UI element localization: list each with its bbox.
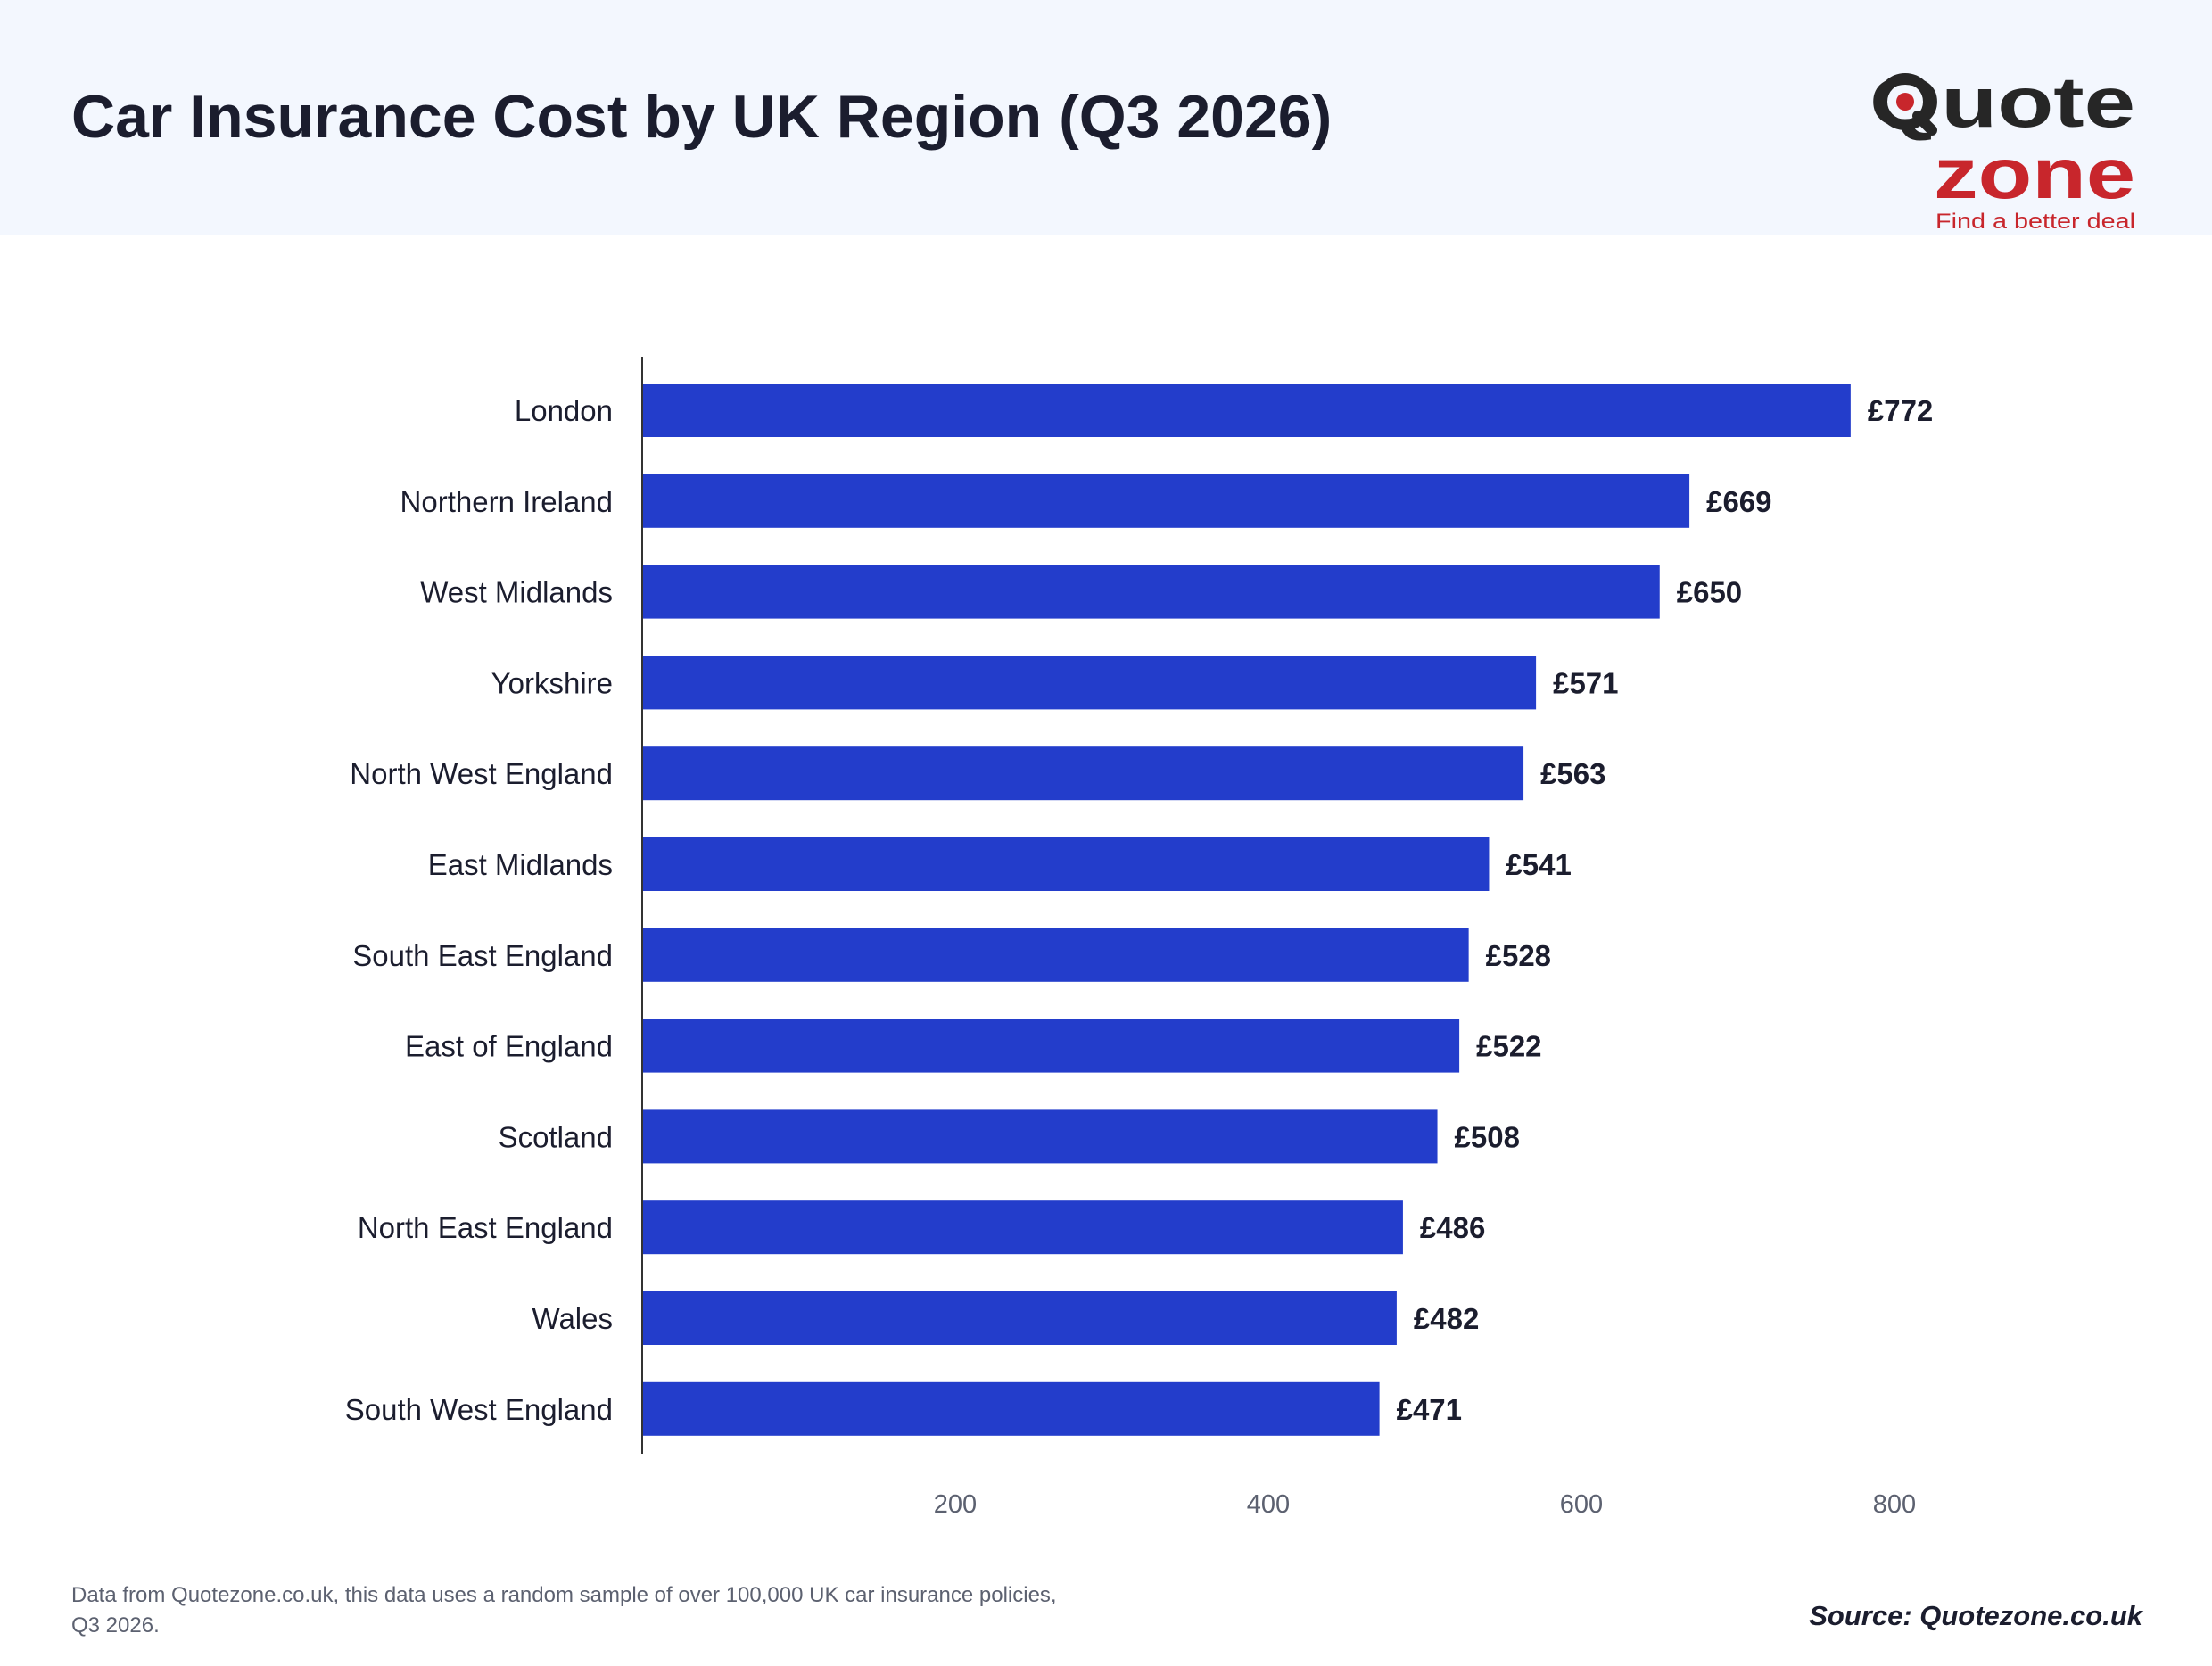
category-label-london: London bbox=[515, 394, 613, 427]
value-label-east-of-england: £522 bbox=[1476, 1030, 1541, 1063]
value-label-scotland: £508 bbox=[1455, 1120, 1520, 1153]
category-label-west-midlands: West Midlands bbox=[420, 576, 613, 609]
bar-east-midlands bbox=[642, 837, 1490, 891]
bar-northern-ireland bbox=[642, 474, 1690, 528]
category-label-northern-ireland: Northern Ireland bbox=[400, 485, 613, 518]
logo-word-top: Quote bbox=[1873, 62, 2135, 142]
category-label-scotland: Scotland bbox=[499, 1120, 613, 1153]
bar-south-west-england bbox=[642, 1381, 1380, 1436]
bar-south-east-england bbox=[642, 928, 1469, 982]
value-label-northern-ireland: £669 bbox=[1706, 485, 1771, 518]
category-label-north-east-england: North East England bbox=[358, 1211, 613, 1244]
bar-london bbox=[642, 384, 1851, 437]
category-labels: London Northern Ireland West Midlands Yorks… bbox=[345, 394, 613, 1426]
bar-north-west-england bbox=[642, 746, 1524, 801]
x-tick-label-400: 400 bbox=[1247, 1490, 1290, 1519]
value-labels: £772 £669 £650 £571 £563 £541 £528 £522 £508 £486… bbox=[1397, 394, 1934, 1426]
quotezone-logo: Quote zone Find a better deal bbox=[1873, 62, 2135, 232]
value-label-west-midlands: £650 bbox=[1677, 576, 1742, 609]
x-axis-ticks: 200 400 600 800 bbox=[934, 1490, 1916, 1519]
logo-q-icon bbox=[1877, 73, 1937, 136]
source-credit: Source: Quotezone.co.uk bbox=[1809, 1600, 2142, 1631]
logo-tagline: Find a better deal bbox=[1936, 210, 2135, 232]
page-title: Car Insurance Cost by UK Region (Q3 2026… bbox=[71, 83, 1333, 151]
value-label-yorkshire: £571 bbox=[1553, 666, 1618, 699]
value-label-south-west-england: £471 bbox=[1397, 1393, 1462, 1426]
bar-yorkshire bbox=[642, 656, 1537, 710]
value-label-south-east-england: £528 bbox=[1486, 939, 1551, 972]
x-tick-label-200: 200 bbox=[934, 1490, 977, 1519]
bar-group bbox=[642, 384, 1851, 1436]
value-label-north-west-england: £563 bbox=[1540, 757, 1605, 790]
category-label-east-of-england: East of England bbox=[405, 1030, 613, 1063]
x-tick-label-800: 800 bbox=[1873, 1490, 1916, 1519]
bar-east-of-england bbox=[642, 1019, 1460, 1073]
category-label-yorkshire: Yorkshire bbox=[491, 666, 613, 699]
value-label-north-east-england: £486 bbox=[1420, 1211, 1485, 1244]
bar-wales bbox=[642, 1291, 1397, 1345]
data-footnote: Data from Quotezone.co.uk, this data use… bbox=[71, 1583, 1057, 1637]
bar-chart: London Northern Ireland West Midlands Yorks… bbox=[345, 357, 1934, 1519]
value-label-east-midlands: £541 bbox=[1506, 848, 1571, 881]
value-label-wales: £482 bbox=[1414, 1302, 1479, 1335]
bar-scotland bbox=[642, 1109, 1438, 1164]
logo-word-bottom: zone bbox=[1934, 134, 2135, 213]
header-banner: Car Insurance Cost by UK Region (Q3 2026… bbox=[0, 0, 2212, 235]
category-label-wales: Wales bbox=[532, 1302, 613, 1335]
x-tick-label-600: 600 bbox=[1560, 1490, 1603, 1519]
category-label-east-midlands: East Midlands bbox=[428, 848, 613, 881]
category-label-south-east-england: South East England bbox=[352, 939, 613, 972]
bar-west-midlands bbox=[642, 565, 1660, 619]
bar-north-east-england bbox=[642, 1200, 1403, 1255]
category-label-south-west-england: South West England bbox=[345, 1393, 613, 1426]
value-label-london: £772 bbox=[1868, 394, 1933, 427]
category-label-north-west-england: North West England bbox=[350, 757, 613, 790]
